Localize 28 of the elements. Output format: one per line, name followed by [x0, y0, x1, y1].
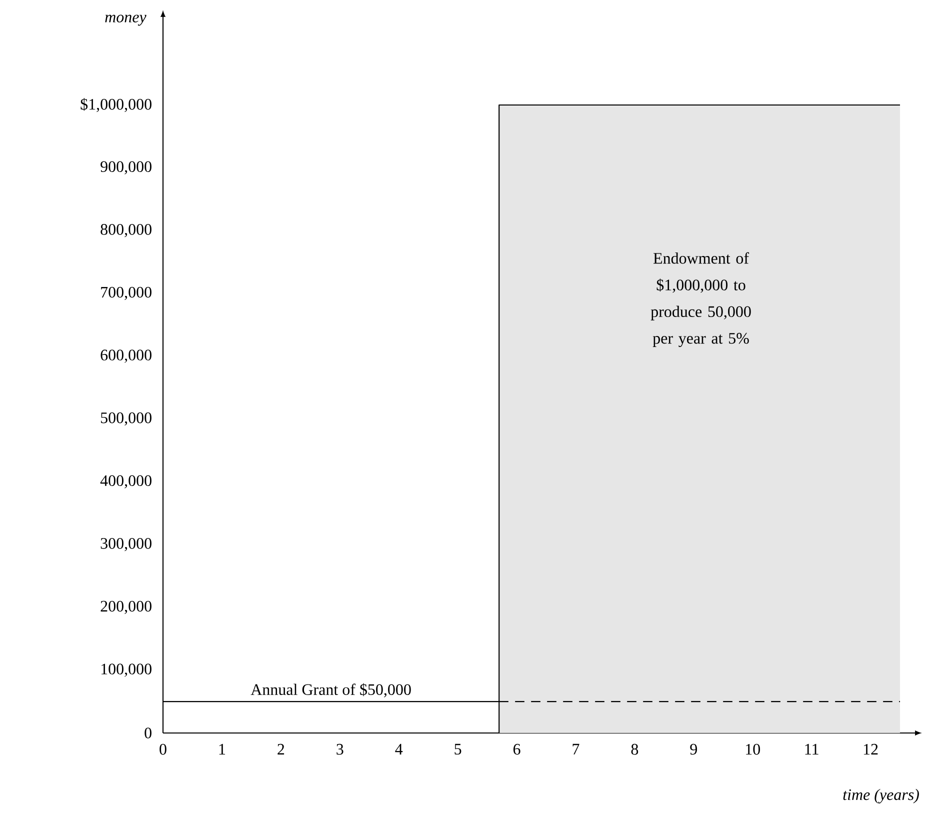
x-tick-label: 4: [395, 744, 403, 754]
x-tick-label: 2: [278, 744, 284, 755]
x-tick-label: 11: [805, 744, 818, 754]
x-tick-label: 7: [572, 744, 580, 754]
y-tick-label: 200,000: [100, 600, 152, 614]
x-tick-label: 12: [864, 744, 878, 755]
annotation: Annual Grant of $50,000: [250, 683, 411, 698]
y-tick-label: 0: [144, 728, 152, 738]
y-tick-label: 400,000: [100, 475, 152, 488]
y-tick-label: 500,000: [100, 412, 152, 426]
y-tick-label: $1,000,000: [80, 98, 152, 112]
x-tick-label: 8: [631, 744, 638, 755]
y-tick-label: 800,000: [100, 224, 152, 238]
x-tick-label: 1: [219, 744, 226, 754]
x-tick-label: 10: [746, 744, 760, 755]
x-axis-title: time (years): [843, 788, 919, 804]
x-tick-label: 6: [513, 744, 520, 755]
x-tick-label: 3: [336, 744, 344, 755]
x-tick-label: 0: [160, 744, 166, 755]
y-tick-label: 100,000: [101, 664, 152, 677]
annotation: Endowment of $1,000,000 to produce 50,000 per year at 5%: [650, 252, 751, 348]
y-tick-label: 300,000: [100, 538, 152, 552]
x-tick-label: 5: [454, 744, 462, 755]
y-tick-label: 600,000: [100, 350, 152, 363]
x-tick-label: 9: [690, 744, 697, 755]
y-axis-title: money: [105, 14, 146, 26]
y-tick-label: 900,000: [100, 161, 152, 174]
y-tick-label: 700,000: [101, 286, 152, 300]
